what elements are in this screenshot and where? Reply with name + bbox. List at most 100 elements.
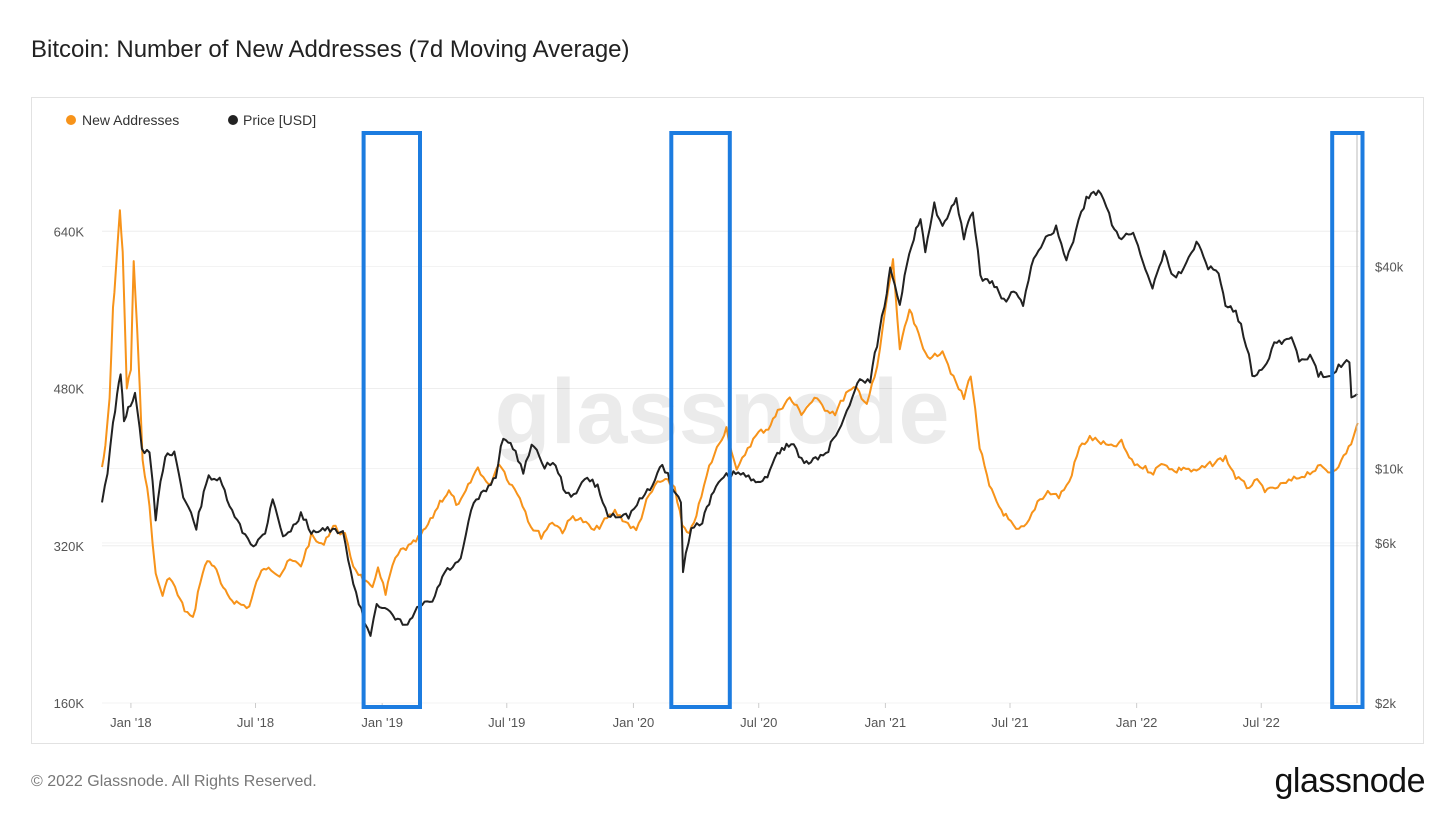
data-point-new-addresses — [1037, 501, 1039, 503]
series-line-new-addresses — [101, 209, 1359, 618]
data-point-new-addresses — [467, 486, 469, 488]
data-point-new-addresses — [779, 407, 781, 409]
data-point-price — [628, 516, 630, 518]
data-point-price — [1015, 289, 1017, 291]
data-point-price — [680, 502, 682, 504]
x-tick-label: Jan '18 — [110, 715, 152, 730]
data-point-price — [1248, 353, 1250, 355]
data-point-new-addresses — [1183, 466, 1185, 468]
data-point-new-addresses — [824, 407, 826, 409]
data-point-price — [889, 266, 891, 268]
data-point-price — [1111, 222, 1113, 224]
data-point-price — [544, 465, 546, 467]
data-point-price — [208, 475, 210, 477]
data-point-price — [503, 435, 505, 437]
data-point-new-addresses — [162, 594, 164, 596]
data-point-price — [682, 569, 684, 571]
data-point-price — [618, 514, 620, 516]
data-point-price — [460, 560, 462, 562]
data-point-price — [182, 497, 184, 499]
data-point-new-addresses — [240, 604, 242, 606]
data-point-new-addresses — [184, 609, 186, 611]
legend-label-price[interactable]: Price [USD] — [243, 112, 316, 128]
data-point-new-addresses — [719, 442, 721, 444]
data-point-new-addresses — [1174, 471, 1176, 473]
legend-dot-price[interactable] — [228, 115, 238, 125]
left-tick-label: 640K — [54, 224, 85, 239]
left-axis-ticks: 160K 320K 480K 640K — [54, 224, 85, 711]
right-tick-label: $40k — [1375, 260, 1404, 275]
data-point-price — [1163, 252, 1165, 254]
data-point-new-addresses — [268, 565, 270, 567]
legend-dot-new-addresses[interactable] — [66, 115, 76, 125]
data-point-price — [691, 528, 693, 530]
glassnode-logo[interactable]: glassnode — [1274, 762, 1425, 800]
data-point-new-addresses — [1348, 447, 1350, 449]
data-point-new-addresses — [814, 398, 816, 400]
data-point-new-addresses — [789, 398, 791, 400]
data-point-price — [485, 490, 487, 492]
highlight-box-3 — [1330, 131, 1365, 709]
data-point-new-addresses — [372, 589, 374, 591]
data-point-new-addresses — [1225, 457, 1227, 459]
data-point-price — [253, 545, 255, 547]
left-tick-label: 160K — [54, 696, 85, 711]
data-point-new-addresses — [249, 606, 251, 608]
watermark-text: glassnode — [494, 361, 949, 463]
data-point-new-addresses — [747, 447, 749, 449]
data-point-price — [899, 303, 901, 305]
data-point-new-addresses — [1047, 491, 1049, 493]
data-point-price — [702, 520, 704, 522]
data-point-new-addresses — [400, 550, 402, 552]
data-point-price — [1121, 239, 1123, 241]
data-point-price — [473, 502, 475, 504]
data-point-price — [531, 444, 533, 446]
left-tick-label: 480K — [54, 382, 85, 397]
data-point-new-addresses — [477, 466, 479, 468]
data-point-new-addresses — [916, 329, 918, 331]
data-point-new-addresses — [989, 486, 991, 488]
data-point-price — [112, 424, 114, 426]
data-point-price — [1183, 269, 1185, 271]
data-point-price — [607, 516, 609, 518]
right-tick-label: $2k — [1375, 696, 1396, 711]
data-point-price — [432, 601, 434, 603]
data-point-price — [1225, 303, 1227, 305]
data-point-new-addresses — [540, 535, 542, 537]
data-point-new-addresses — [953, 378, 955, 380]
data-point-new-addresses — [149, 506, 151, 508]
data-point-price — [1022, 308, 1024, 310]
x-tick-label: Jul '21 — [991, 715, 1028, 730]
data-point-price — [980, 277, 982, 279]
data-point-new-addresses — [519, 496, 521, 498]
highlight-layer — [361, 131, 1365, 709]
data-point-price — [1263, 367, 1265, 369]
data-point-new-addresses — [1320, 466, 1322, 468]
data-point-price — [353, 584, 355, 586]
data-point-price — [324, 528, 326, 530]
data-point-price — [165, 454, 167, 456]
data-point-new-addresses — [112, 309, 114, 311]
data-point-new-addresses — [385, 594, 387, 596]
x-tick-label: Jan '21 — [865, 715, 907, 730]
data-point-price — [576, 491, 578, 493]
data-point-new-addresses — [1152, 471, 1154, 473]
data-point-new-addresses — [1121, 442, 1123, 444]
data-point-new-addresses — [530, 525, 532, 527]
data-point-price — [1343, 361, 1345, 363]
data-point-new-addresses — [614, 511, 616, 513]
data-point-price — [750, 478, 752, 480]
legend-label-new-addresses[interactable]: New Addresses — [82, 112, 179, 128]
data-point-new-addresses — [1267, 491, 1269, 493]
data-point-price — [523, 471, 525, 473]
data-point-new-addresses — [207, 560, 209, 562]
data-point-new-addresses — [979, 447, 981, 449]
data-point-new-addresses — [458, 506, 460, 508]
data-point-new-addresses — [1068, 481, 1070, 483]
data-point-price — [1274, 343, 1276, 345]
data-point-price — [1031, 266, 1033, 268]
data-point-price — [300, 514, 302, 516]
series-line-price — [101, 189, 1359, 637]
data-point-new-addresses — [674, 486, 676, 488]
data-point-price — [444, 572, 446, 574]
